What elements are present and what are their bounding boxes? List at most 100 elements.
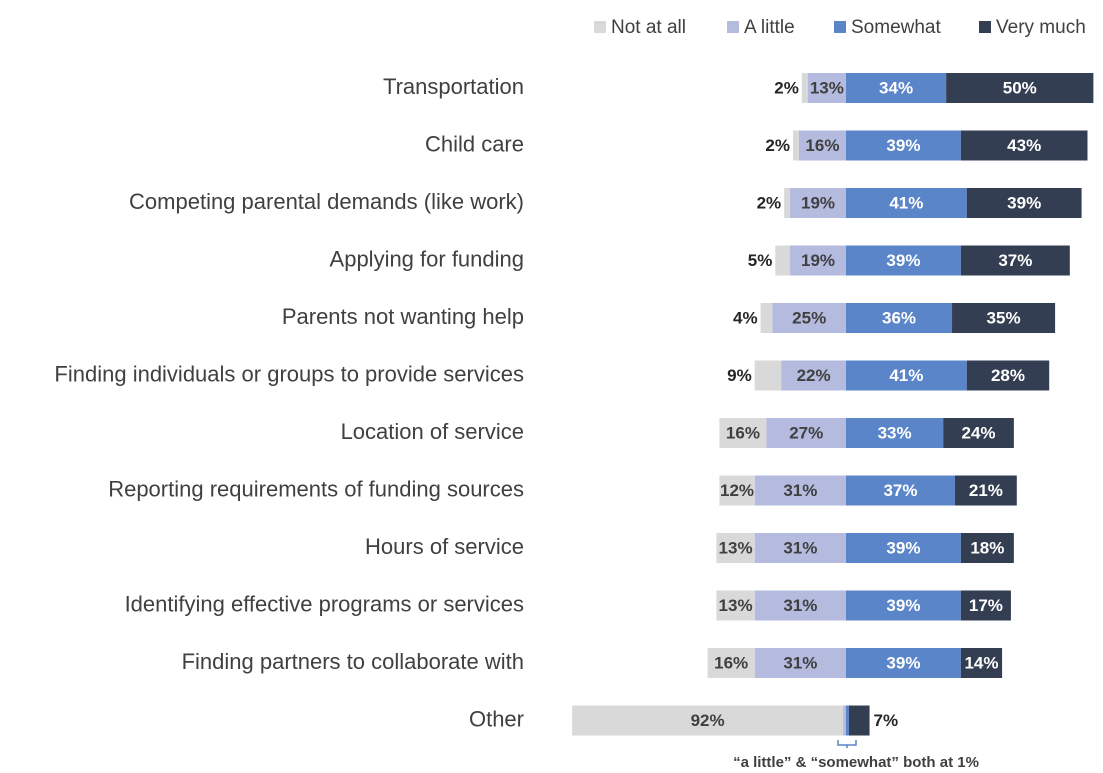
data-label: 25% [792, 308, 826, 327]
bar-segment [846, 590, 961, 621]
bar-segment [760, 303, 773, 333]
bar-segment [775, 245, 791, 276]
bar-segment [960, 245, 1070, 276]
data-label: 50% [1003, 78, 1037, 97]
data-label: 16% [714, 653, 748, 672]
data-label: 37% [998, 251, 1032, 270]
data-label: 92% [691, 711, 725, 730]
legend-swatch [979, 21, 991, 33]
bar-segment [754, 648, 846, 678]
data-label: 28% [991, 366, 1025, 385]
bar-segment [754, 360, 782, 391]
data-label: 39% [886, 653, 920, 672]
legend-swatch [594, 21, 606, 33]
bar-segment [807, 73, 846, 103]
bar-segment [781, 360, 846, 391]
data-label: 39% [886, 251, 920, 270]
legend-label: A little [744, 17, 795, 38]
legend-swatch [727, 21, 739, 33]
category-label: Finding partners to collaborate with [182, 649, 524, 674]
bar-segment [784, 188, 791, 218]
data-label: 22% [797, 366, 831, 385]
data-label: 33% [878, 423, 912, 442]
bar-segment [846, 533, 961, 563]
bar-segment [846, 188, 967, 218]
bar-segment [846, 705, 849, 736]
bar-segment [754, 590, 846, 621]
category-label: Hours of service [365, 534, 524, 559]
data-label: 19% [801, 251, 835, 270]
data-label: 39% [886, 136, 920, 155]
data-label: 41% [889, 193, 923, 212]
data-label: 2% [765, 136, 790, 155]
category-label: Other [469, 706, 524, 731]
annotation: “a little” & “somewhat” both at 1% [733, 754, 979, 771]
data-label: 2% [774, 78, 799, 97]
data-label: 7% [874, 711, 899, 730]
data-label: 13% [810, 78, 844, 97]
data-label: 24% [962, 423, 996, 442]
bar-segment [846, 130, 961, 161]
bar-segment [960, 130, 1088, 161]
bar-segment [848, 705, 870, 736]
bar-segment [754, 475, 846, 506]
data-label: 34% [879, 78, 913, 97]
bar-segment [790, 245, 846, 276]
bar-segment [846, 475, 955, 506]
data-label: 41% [889, 366, 923, 385]
legend-label: Somewhat [851, 17, 941, 38]
bar-segment [966, 360, 1050, 391]
bar-segment [960, 590, 1011, 621]
data-label: 27% [789, 423, 823, 442]
bar-segment [966, 188, 1082, 218]
category-label: Identifying effective programs or servic… [125, 591, 524, 616]
data-label: 9% [727, 366, 752, 385]
bar-segment [719, 475, 755, 506]
data-label: 39% [886, 538, 920, 557]
data-label: 39% [886, 596, 920, 615]
data-label: 36% [882, 308, 916, 327]
bar-segment [719, 418, 767, 448]
bar-segment [772, 303, 846, 333]
category-label: Competing parental demands (like work) [129, 189, 524, 214]
data-label: 37% [883, 481, 917, 500]
category-label: Reporting requirements of funding source… [108, 476, 524, 501]
bar-segment [954, 475, 1017, 506]
category-label: Finding individuals or groups to provide… [54, 361, 524, 386]
data-label: 12% [720, 481, 754, 500]
legend-label: Very much [996, 17, 1086, 38]
data-label: 35% [987, 308, 1021, 327]
category-label: Location of service [341, 419, 524, 444]
bar-segment [843, 705, 846, 736]
category-label: Child care [425, 131, 524, 156]
bar-segment [946, 73, 1094, 103]
data-label: 43% [1007, 136, 1041, 155]
bar-segment [846, 360, 967, 391]
data-label: 31% [783, 538, 817, 557]
data-label: 13% [719, 596, 753, 615]
bar-segment [790, 188, 846, 218]
bar-segment [716, 533, 755, 563]
bar-segment [798, 130, 846, 161]
bar-segment [846, 73, 947, 103]
bar-segment [754, 533, 846, 563]
data-label: 19% [801, 193, 835, 212]
data-label: 18% [970, 538, 1004, 557]
data-label: 5% [748, 251, 773, 270]
bar-segment [792, 130, 799, 161]
bar-segment [952, 303, 1056, 333]
data-label: 39% [1007, 193, 1041, 212]
category-label: Parents not wanting help [282, 304, 524, 329]
data-label: 16% [726, 423, 760, 442]
category-label: Transportation [383, 74, 524, 99]
data-label: 16% [805, 136, 839, 155]
data-label: 17% [969, 596, 1003, 615]
bar-segment [801, 73, 808, 103]
data-label: 2% [757, 193, 782, 212]
legend-label: Not at all [611, 17, 686, 38]
bar-segment [716, 590, 755, 621]
bar-segment [846, 648, 961, 678]
legend-swatch [834, 21, 846, 33]
data-label: 31% [783, 653, 817, 672]
